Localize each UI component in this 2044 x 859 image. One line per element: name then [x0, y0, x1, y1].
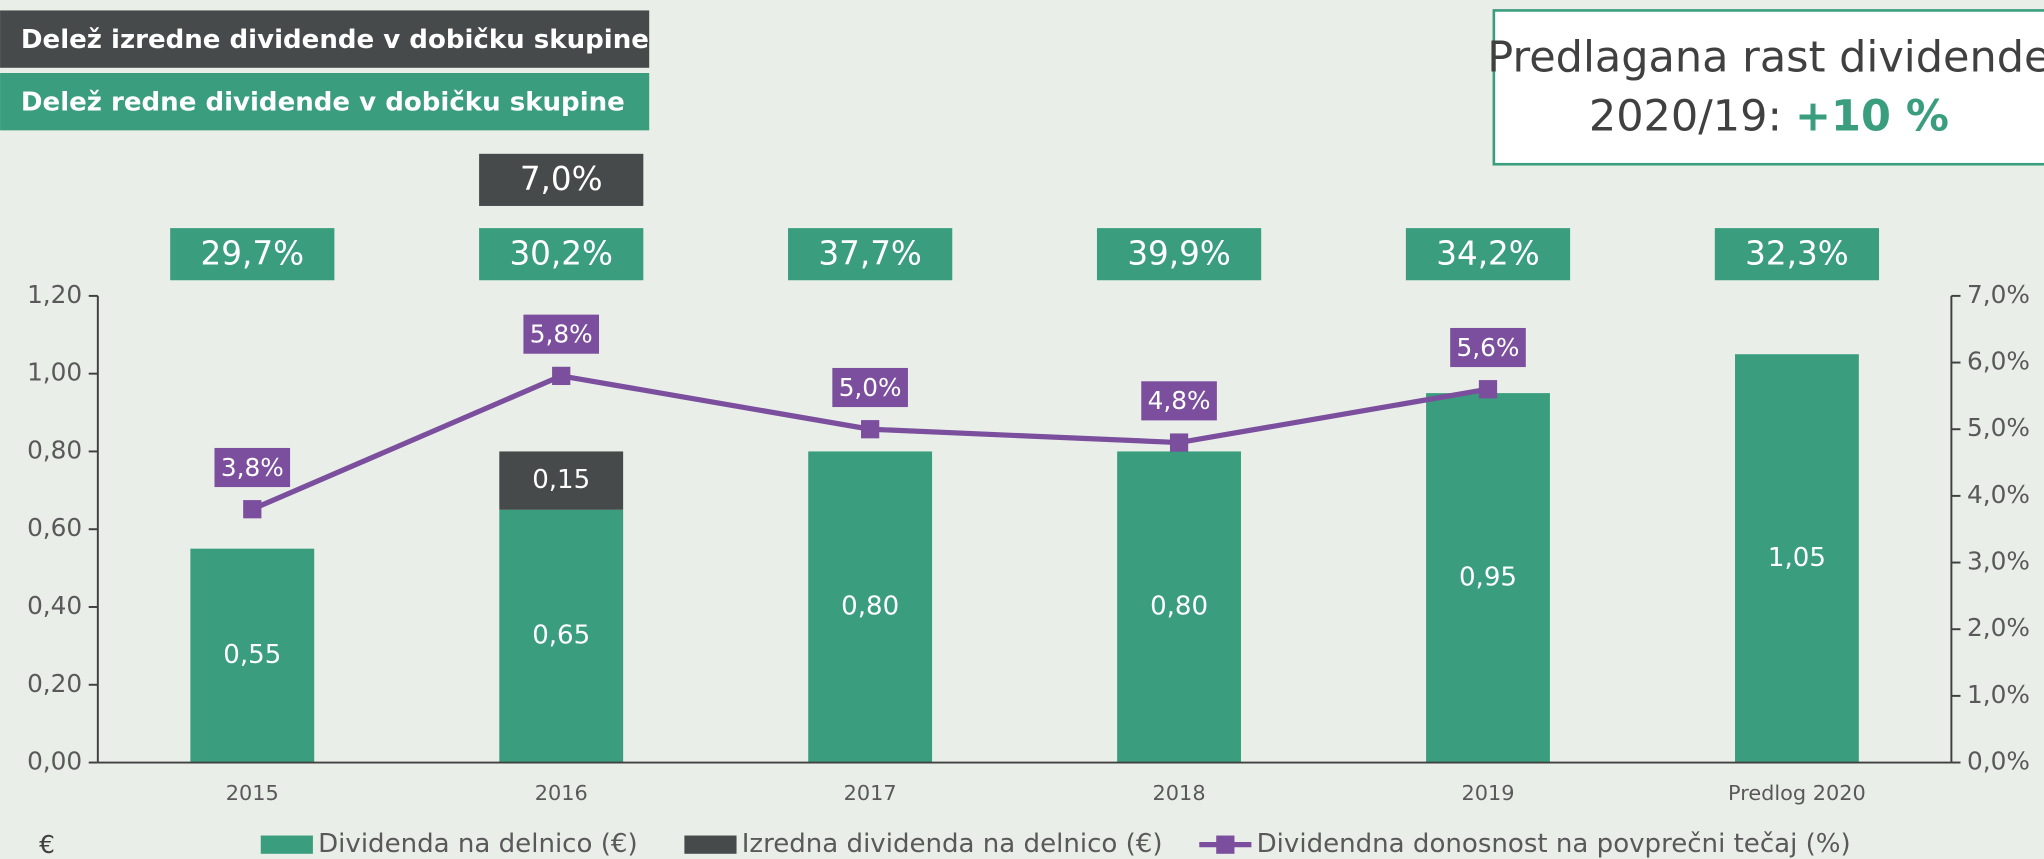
y-tick-label: 0,40	[27, 591, 82, 620]
line-marker	[243, 500, 262, 519]
bar	[808, 451, 933, 763]
bar	[499, 451, 624, 510]
legend-swatch	[260, 835, 313, 854]
legend-marker	[1216, 835, 1235, 854]
y-tick-label: 0,20	[27, 669, 82, 698]
x-tick-label: 2015	[226, 781, 279, 805]
bar-value-label: 0,80	[841, 591, 899, 621]
y2-tick-label: 2,0%	[1967, 613, 2030, 642]
bar-value-label: 0,80	[1150, 591, 1208, 621]
y-tick-label: 1,00	[27, 358, 82, 387]
payout-legend-label: Delež redne dividende v dobičku skupine	[21, 87, 625, 117]
bar	[499, 509, 624, 763]
bar-value-label: 0,95	[1459, 562, 1517, 592]
annotation-line: Predlagana rast dividende	[1487, 32, 2044, 82]
line-label-box	[1450, 327, 1526, 368]
y2-tick-label: 1,0%	[1967, 680, 2030, 709]
payout-label: 37,7%	[818, 234, 922, 272]
y2-tick-label: 5,0%	[1967, 413, 2030, 442]
y2-tick-label: 6,0%	[1967, 347, 2030, 376]
payout-label: 7,0%	[520, 160, 603, 198]
legend-label: Izredna dividenda na delnico (€)	[742, 829, 1163, 859]
payout-label: 29,7%	[201, 234, 305, 272]
x-tick-label: 2016	[535, 781, 588, 805]
line-label-box	[214, 447, 291, 488]
payout-label: 39,9%	[1127, 234, 1231, 272]
payout-box	[170, 228, 335, 281]
line-value-label: 5,8%	[530, 319, 593, 348]
bar-value-label: 0,55	[223, 640, 281, 670]
bar-value-label: 0,15	[532, 465, 590, 495]
bar-value-label: 1,05	[1768, 543, 1826, 573]
payout-legend-box	[0, 10, 650, 68]
payout-box	[1096, 228, 1262, 281]
payout-legend-label: Delež izredne dividende v dobičku skupin…	[21, 25, 649, 55]
bar-value-label: 0,65	[532, 621, 590, 651]
payout-box	[1405, 228, 1571, 281]
y-tick-label: 1,20	[27, 280, 82, 309]
y-axis-label: €	[39, 830, 55, 859]
payout-label: 30,2%	[509, 234, 613, 272]
annotation-line: 2020/19: +10 %	[1589, 91, 1949, 141]
line-marker	[1169, 433, 1189, 452]
bar	[1426, 393, 1550, 763]
payout-label: 34,2%	[1436, 234, 1540, 272]
line-value-label: 5,0%	[839, 373, 902, 402]
payout-box	[788, 228, 953, 281]
x-tick-label: 2018	[1153, 781, 1206, 805]
y2-tick-label: 7,0%	[1967, 280, 2030, 309]
y-tick-label: 0,60	[27, 513, 82, 542]
x-tick-label: 2019	[1461, 781, 1514, 805]
annotation-highlight: +10 %	[1795, 91, 1949, 141]
y-tick-label: 0,00	[27, 747, 82, 776]
line-value-label: 5,6%	[1457, 333, 1520, 362]
y2-tick-label: 4,0%	[1967, 480, 2030, 509]
x-tick-label: Predlog 2020	[1728, 781, 1866, 805]
line-label-box	[832, 367, 908, 408]
line-value-label: 3,8%	[221, 453, 284, 482]
payout-box	[1714, 228, 1880, 281]
y2-tick-label: 3,0%	[1967, 547, 2030, 576]
legend-swatch	[684, 835, 737, 854]
line-value-label: 4,8%	[1148, 386, 1211, 415]
legend-label: Dividendna donosnost na povprečni tečaj …	[1257, 829, 1851, 859]
bar	[1117, 451, 1241, 763]
payout-box	[479, 153, 644, 206]
line-label-box	[523, 314, 600, 354]
annotation-text: 2020/19:	[1589, 91, 1782, 141]
line-marker	[552, 366, 571, 386]
line-marker	[861, 420, 880, 439]
payout-box	[479, 228, 644, 281]
bar	[1735, 354, 1859, 763]
legend-label: Dividenda na delnico (€)	[318, 829, 638, 859]
bar	[190, 548, 315, 763]
x-tick-label: 2017	[844, 781, 897, 805]
y2-tick-label: 0,0%	[1967, 747, 2030, 776]
line-marker	[1478, 380, 1498, 399]
y-tick-label: 0,80	[27, 435, 82, 464]
annotation-box	[1492, 9, 2044, 166]
line-label-box	[1141, 381, 1217, 421]
payout-legend-box	[0, 72, 650, 131]
payout-label: 32,3%	[1745, 234, 1849, 272]
